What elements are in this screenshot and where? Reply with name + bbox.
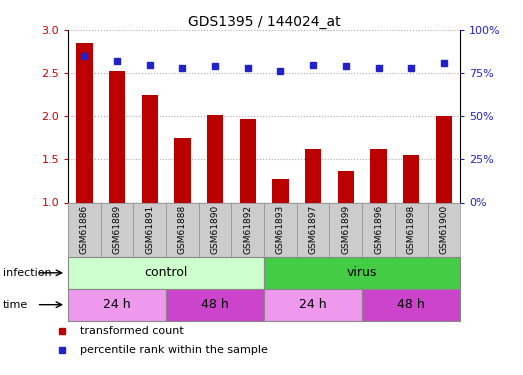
Text: 48 h: 48 h: [201, 298, 229, 311]
Text: GSM61889: GSM61889: [112, 205, 121, 254]
Bar: [264, 257, 460, 289]
Text: 24 h: 24 h: [299, 298, 327, 311]
Text: GSM61890: GSM61890: [211, 205, 220, 254]
Text: GSM61886: GSM61886: [80, 205, 89, 254]
Bar: [362, 289, 460, 321]
Text: GSM61897: GSM61897: [309, 205, 317, 254]
Bar: [403, 155, 419, 203]
Bar: [272, 179, 289, 203]
Text: percentile rank within the sample: percentile rank within the sample: [79, 345, 268, 355]
Text: virus: virus: [347, 266, 378, 279]
Text: 48 h: 48 h: [397, 298, 425, 311]
Bar: [174, 138, 190, 202]
Text: time: time: [3, 300, 28, 310]
Bar: [166, 289, 264, 321]
Bar: [436, 116, 452, 202]
Text: GSM61893: GSM61893: [276, 205, 285, 254]
Text: GSM61898: GSM61898: [407, 205, 416, 254]
Text: GSM61891: GSM61891: [145, 205, 154, 254]
Text: GSM61892: GSM61892: [243, 205, 252, 254]
Text: 24 h: 24 h: [103, 298, 131, 311]
Bar: [76, 43, 93, 203]
Bar: [207, 114, 223, 202]
Bar: [109, 71, 125, 202]
Text: GSM61899: GSM61899: [342, 205, 350, 254]
Text: GSM61896: GSM61896: [374, 205, 383, 254]
Bar: [68, 257, 264, 289]
Title: GDS1395 / 144024_at: GDS1395 / 144024_at: [188, 15, 340, 29]
Bar: [142, 95, 158, 202]
Text: transformed count: transformed count: [79, 326, 184, 336]
Text: GSM61900: GSM61900: [439, 205, 448, 254]
Text: control: control: [144, 266, 188, 279]
Bar: [264, 289, 362, 321]
Bar: [370, 149, 386, 202]
Bar: [305, 149, 321, 202]
Bar: [240, 119, 256, 202]
Bar: [338, 171, 354, 202]
Text: GSM61888: GSM61888: [178, 205, 187, 254]
Bar: [68, 289, 166, 321]
Text: infection: infection: [3, 268, 51, 278]
